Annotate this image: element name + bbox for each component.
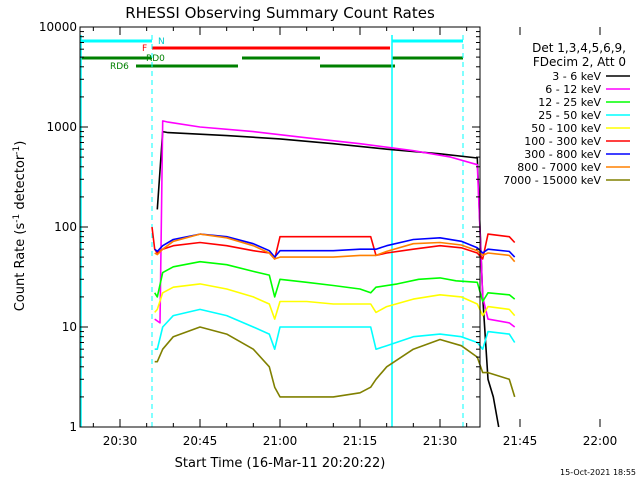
series-line bbox=[154, 260, 516, 303]
series-line bbox=[154, 308, 516, 351]
x-tick-label: 22:00 bbox=[583, 434, 618, 448]
y-tick-label: 10 bbox=[62, 320, 77, 334]
legend-label: 12 - 25 keV bbox=[538, 96, 601, 109]
x-tick-label: 21:15 bbox=[343, 434, 378, 448]
x-tick-label: 20:45 bbox=[183, 434, 218, 448]
legend-entry: 6 - 12 keV bbox=[545, 83, 630, 96]
legend-label: 100 - 300 keV bbox=[524, 135, 601, 148]
legend-entry: 25 - 50 keV bbox=[538, 109, 630, 122]
flag-f-label: F bbox=[142, 44, 147, 54]
legend-entry: 3 - 6 keV bbox=[552, 70, 630, 83]
legend-label: 800 - 7000 keV bbox=[517, 161, 601, 174]
legend-entry: 800 - 7000 keV bbox=[517, 161, 630, 174]
legend-entry: 12 - 25 keV bbox=[538, 96, 630, 109]
legend-header-line-2: FDecim 2, Att 0 bbox=[533, 55, 626, 69]
chart-title: RHESSI Observing Summary Count Rates bbox=[125, 4, 435, 22]
timestamp: 15-Oct-2021 18:55 bbox=[560, 468, 636, 477]
series-line bbox=[156, 130, 500, 428]
legend-entry: 50 - 100 keV bbox=[531, 122, 630, 135]
series-line bbox=[154, 283, 516, 320]
x-tick-label: 21:45 bbox=[503, 434, 538, 448]
series-line bbox=[154, 120, 516, 328]
x-axis-label: Start Time (16-Mar-11 20:20:22) bbox=[175, 456, 386, 471]
legend-entry: 100 - 300 keV bbox=[524, 135, 630, 148]
series-line bbox=[154, 233, 516, 263]
legend-label: 3 - 6 keV bbox=[552, 70, 601, 83]
flag-rd6-label: RD6 bbox=[110, 62, 129, 72]
x-tick-label: 21:00 bbox=[263, 434, 298, 448]
series-lines bbox=[151, 120, 516, 428]
legend-header-line-1: Det 1,3,4,5,6,9, bbox=[532, 41, 626, 55]
legend-label: 6 - 12 keV bbox=[545, 83, 601, 96]
flag-rd0-label: RD0 bbox=[146, 54, 165, 64]
series-line bbox=[151, 226, 516, 260]
y-tick-label: 100 bbox=[54, 220, 77, 234]
legend-label: 300 - 800 keV bbox=[524, 148, 601, 161]
legend-label: 7000 - 15000 keV bbox=[503, 174, 601, 187]
y-tick-label: 1000 bbox=[46, 120, 77, 134]
plot-axes: 1 10 100 1000 10000 20:30 20:45 21:00 21:15 21:30… bbox=[39, 20, 617, 448]
series-line bbox=[154, 326, 516, 398]
y-tick-label: 1 bbox=[69, 420, 77, 434]
legend-label: 50 - 100 keV bbox=[531, 122, 601, 135]
x-tick-label: 20:30 bbox=[103, 434, 138, 448]
x-tick-label: 21:30 bbox=[423, 434, 458, 448]
flag-n-label: N bbox=[158, 37, 165, 47]
y-axis-label: Count Rate (s-1 detector-1) bbox=[12, 141, 28, 312]
legend-entry: 300 - 800 keV bbox=[524, 148, 630, 161]
y-tick-label: 10000 bbox=[39, 20, 77, 34]
legend-entry: 7000 - 15000 keV bbox=[503, 174, 630, 187]
legend-label: 25 - 50 keV bbox=[538, 109, 601, 122]
